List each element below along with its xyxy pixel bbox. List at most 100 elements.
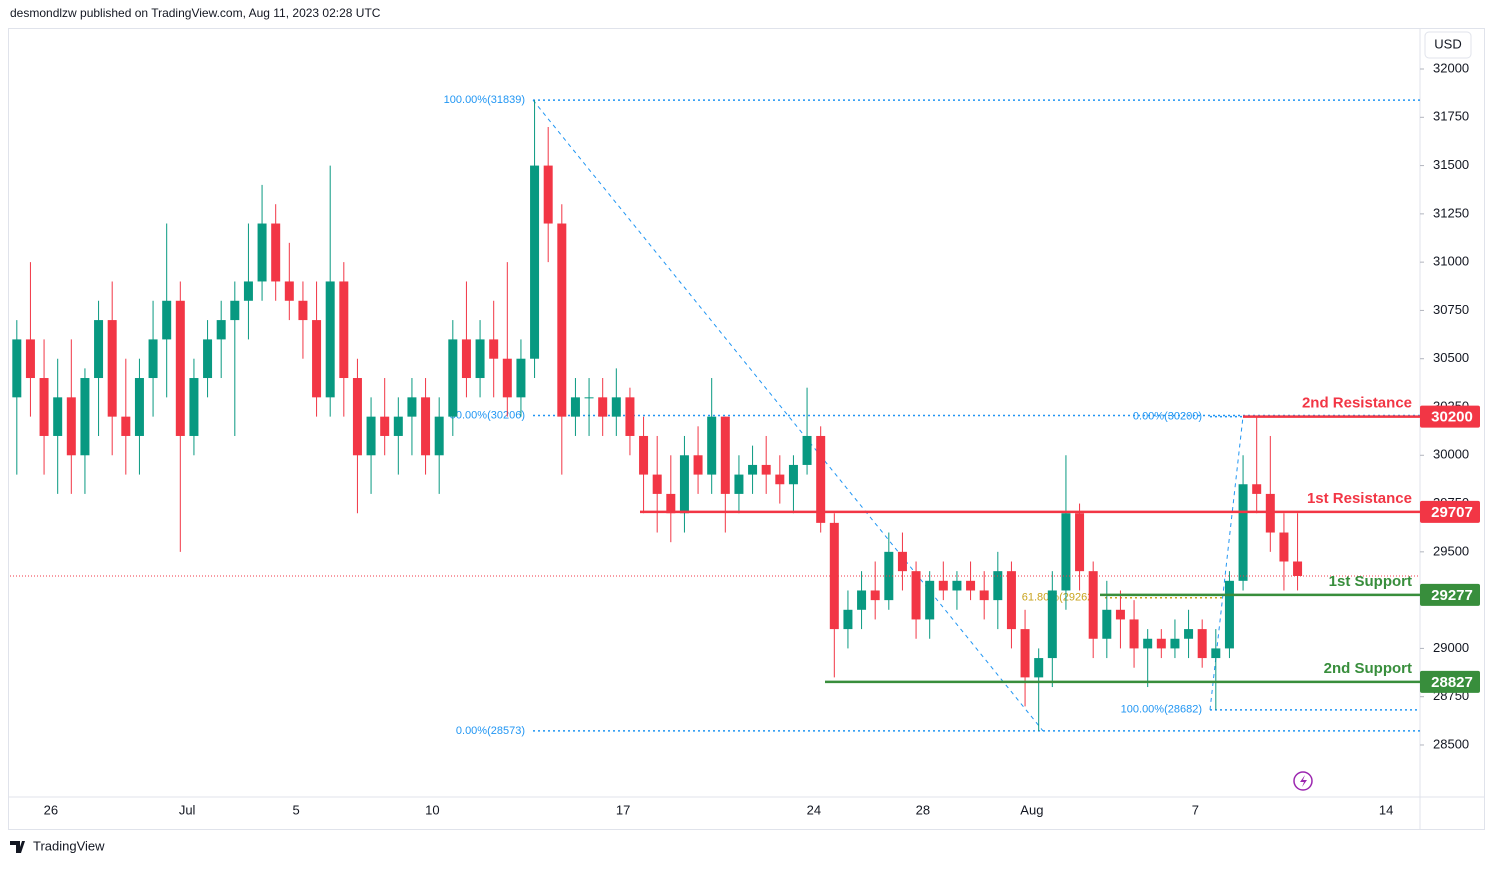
currency[interactable]: USD	[1434, 36, 1461, 51]
price-badge-label: 28827	[1431, 674, 1473, 691]
y-tick-label: 31250	[1433, 205, 1469, 220]
fib-label: 61.80%(29262)	[1022, 592, 1097, 604]
candle-body	[162, 300, 172, 340]
candle-body	[1088, 571, 1098, 639]
candle-body	[502, 358, 512, 398]
candle-body	[557, 223, 567, 417]
candle-body	[475, 339, 485, 379]
fib-label: 100.00%(28682)	[1121, 704, 1202, 716]
alert-icon[interactable]	[1293, 771, 1313, 791]
candle-body	[312, 320, 322, 398]
candle-body	[134, 378, 144, 436]
fib-label: 100.00%(31839)	[444, 94, 525, 106]
candle-body	[925, 580, 935, 620]
candle-body	[979, 590, 989, 601]
candle-body	[993, 571, 1003, 601]
x-tick-label: 7	[1192, 802, 1199, 817]
x-tick-label: Aug	[1020, 802, 1043, 817]
level-name: 1st Resistance	[1307, 490, 1412, 507]
candle-body	[802, 435, 812, 465]
y-tick-label: 31500	[1433, 157, 1469, 172]
candle-body	[230, 300, 240, 321]
level-name: 2nd Support	[1324, 660, 1412, 677]
candle-body	[707, 416, 717, 475]
candle-body	[1211, 648, 1221, 659]
candle-body	[271, 223, 281, 282]
fib-label: 50.00%(30206)	[450, 409, 525, 421]
fib-label: 0.00%(30200)	[1133, 411, 1202, 423]
candle-body	[1184, 629, 1194, 639]
candle-body	[884, 551, 894, 601]
y-tick-label: 31000	[1433, 254, 1469, 269]
candle-body	[407, 397, 417, 417]
frame	[8, 28, 1485, 830]
candle-body	[366, 416, 376, 456]
price-badge	[1420, 405, 1480, 428]
candle-body	[530, 165, 540, 359]
y-tick-label: 28500	[1433, 736, 1469, 751]
alert-icon-bolt	[1300, 775, 1307, 787]
candle-body	[393, 416, 403, 436]
price-badge	[1420, 670, 1480, 693]
candle-body	[148, 339, 158, 379]
x-tick-label: 14	[1379, 802, 1393, 817]
candle-body	[1170, 638, 1180, 649]
candle-body	[1075, 513, 1085, 572]
currency-box[interactable]	[1424, 31, 1472, 59]
candle-body	[1265, 493, 1275, 533]
candle-body	[243, 281, 253, 301]
candle-body	[121, 416, 131, 436]
candle-body	[748, 464, 758, 475]
candle-body	[652, 474, 662, 494]
candle-body	[189, 378, 199, 436]
candle-body	[911, 571, 921, 620]
candle-body	[298, 300, 308, 321]
candle-body	[584, 397, 594, 399]
fib-trend	[532, 99, 1044, 732]
candle-body	[94, 320, 104, 379]
candle-body	[39, 378, 49, 436]
candle-body	[788, 464, 798, 485]
candle-body	[598, 397, 608, 417]
fib-label: 0.00%(28573)	[456, 725, 525, 737]
candle-body	[857, 590, 867, 610]
brand: TradingView	[33, 838, 105, 853]
candle-body	[380, 416, 390, 436]
x-tick-label: 5	[293, 802, 300, 817]
candle-body	[325, 281, 335, 398]
x-tick-label: 26	[44, 802, 58, 817]
price-badge-label: 29277	[1431, 587, 1473, 604]
candle-body	[1020, 629, 1030, 678]
candle-body	[938, 580, 948, 591]
level-name: 1st Support	[1329, 573, 1412, 590]
candle-body	[1129, 619, 1139, 649]
candle-body	[966, 580, 976, 591]
candle-body	[257, 223, 267, 282]
level-name: 2nd Resistance	[1302, 395, 1412, 412]
candle-body	[352, 378, 362, 456]
candle-body	[1034, 658, 1044, 678]
candle-body	[516, 358, 526, 398]
y-tick-label: 30000	[1433, 447, 1469, 462]
fib-trend	[1209, 416, 1244, 710]
candle-body	[1047, 590, 1057, 659]
candle-body	[870, 590, 880, 601]
y-tick-label: 29000	[1433, 640, 1469, 655]
candle-body	[611, 397, 621, 417]
header: desmondlzw published on TradingView.com,…	[10, 6, 381, 20]
candle-body	[461, 339, 471, 379]
candle-body	[25, 339, 35, 379]
candle-body	[80, 378, 90, 456]
candle-body	[761, 464, 771, 475]
candle-body	[734, 474, 744, 494]
candle-body	[897, 551, 907, 572]
candle-body	[816, 435, 826, 523]
candle-body	[829, 522, 839, 630]
candle-body	[203, 339, 213, 379]
candle-body	[175, 300, 185, 436]
candle-body	[1156, 638, 1166, 649]
candle-body	[66, 397, 76, 456]
candle-body	[448, 339, 458, 417]
candle-body	[339, 281, 349, 379]
